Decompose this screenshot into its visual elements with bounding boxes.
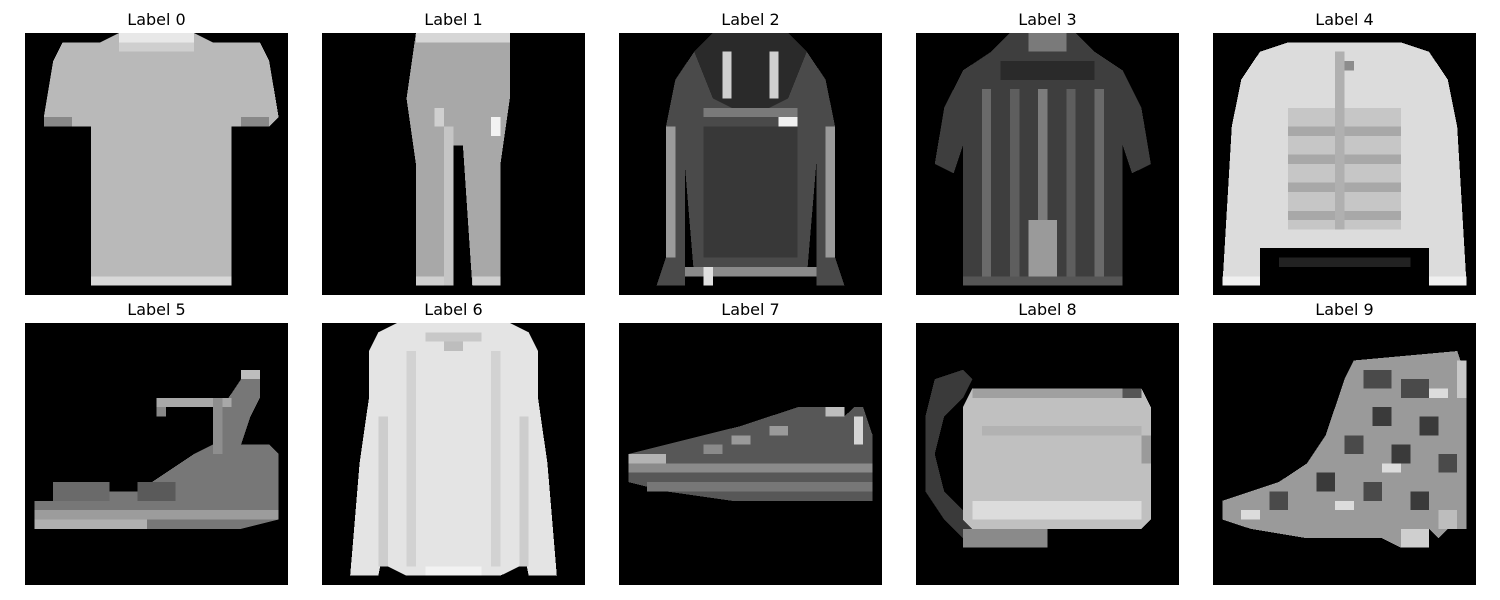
panel-label-3: Label 3 (916, 3, 1179, 295)
panel-title: Label 2 (721, 10, 780, 29)
sneaker-image (619, 323, 882, 585)
sandal-image (25, 323, 288, 585)
panel-label-4: Label 4 (1213, 3, 1476, 295)
panel-title: Label 0 (127, 10, 186, 29)
panel-label-0: Label 0 (25, 3, 288, 295)
shirt-image (322, 323, 585, 585)
dress-image (916, 33, 1179, 295)
panel-title: Label 5 (127, 300, 186, 319)
panel-title: Label 8 (1018, 300, 1077, 319)
panel-label-2: Label 2 (619, 3, 882, 295)
t-shirt-image (25, 33, 288, 295)
panel-label-7: Label 7 (619, 293, 882, 585)
panel-label-8: Label 8 (916, 293, 1179, 585)
panel-label-1: Label 1 (322, 3, 585, 295)
coat-image (1213, 33, 1476, 295)
trouser-image (322, 33, 585, 295)
panel-title: Label 7 (721, 300, 780, 319)
panel-title: Label 1 (424, 10, 483, 29)
panel-label-5: Label 5 (25, 293, 288, 585)
panel-title: Label 3 (1018, 10, 1077, 29)
panel-label-6: Label 6 (322, 293, 585, 585)
panel-title: Label 6 (424, 300, 483, 319)
panel-title: Label 9 (1315, 300, 1374, 319)
bag-image (916, 323, 1179, 585)
ankle-boot-image (1213, 323, 1476, 585)
panel-label-9: Label 9 (1213, 293, 1476, 585)
pullover-image (619, 33, 882, 295)
panel-title: Label 4 (1315, 10, 1374, 29)
